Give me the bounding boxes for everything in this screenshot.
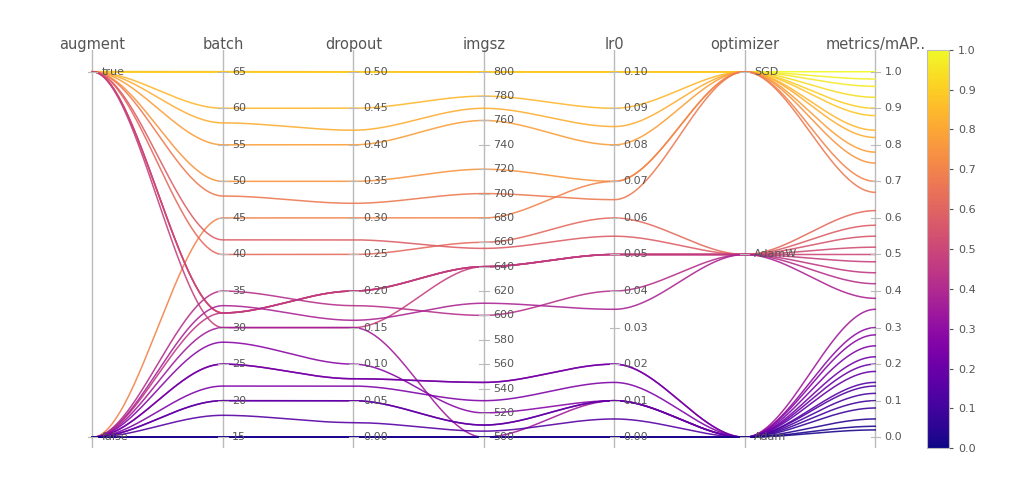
Text: 0.8: 0.8 [885,140,902,150]
Text: 0.50: 0.50 [362,67,387,77]
Text: 800: 800 [494,67,514,77]
Text: 0.40: 0.40 [362,140,387,150]
Text: 540: 540 [494,383,514,393]
Text: dropout: dropout [325,37,382,52]
Text: 0.15: 0.15 [362,323,387,333]
Text: 660: 660 [494,238,514,248]
Text: 0.10: 0.10 [362,359,387,369]
Text: 0.00: 0.00 [624,432,648,442]
Text: 1.0: 1.0 [885,67,902,77]
Text: Adam: Adam [754,432,786,442]
Text: 0.25: 0.25 [362,249,387,259]
Text: 30: 30 [232,323,247,333]
Text: 65: 65 [232,67,247,77]
Text: 740: 740 [494,140,514,150]
Text: 0.7: 0.7 [885,176,902,186]
Text: 780: 780 [494,91,514,101]
Text: 55: 55 [232,140,247,150]
Text: 20: 20 [232,396,247,406]
Text: lr0: lr0 [604,37,624,52]
Text: 0.30: 0.30 [362,213,387,223]
Text: 0.03: 0.03 [624,323,648,333]
Text: 680: 680 [494,213,514,223]
Text: 0.05: 0.05 [362,396,387,406]
Text: 0.9: 0.9 [885,103,902,113]
Text: 520: 520 [494,408,514,418]
Text: 620: 620 [494,286,514,296]
Text: 15: 15 [232,432,247,442]
Text: 35: 35 [232,286,247,296]
Text: 60: 60 [232,103,247,113]
Text: 50: 50 [232,176,247,186]
Text: 0.06: 0.06 [624,213,648,223]
Text: 0.35: 0.35 [362,176,387,186]
Text: 0.20: 0.20 [362,286,387,296]
Text: metrics/mAP..: metrics/mAP.. [825,37,926,52]
Text: 580: 580 [494,335,514,345]
Text: 0.3: 0.3 [885,323,902,333]
Text: 0.0: 0.0 [885,432,902,442]
Text: 0.1: 0.1 [885,396,902,406]
Text: 640: 640 [494,261,514,272]
Text: 0.05: 0.05 [624,249,648,259]
Text: false: false [101,432,128,442]
Text: 45: 45 [232,213,247,223]
Text: 0.00: 0.00 [362,432,387,442]
Text: SGD: SGD [754,67,778,77]
Text: 0.09: 0.09 [624,103,648,113]
Text: 560: 560 [494,359,514,369]
Text: 0.5: 0.5 [885,249,902,259]
Text: batch: batch [202,37,244,52]
Text: 0.02: 0.02 [624,359,648,369]
Text: 40: 40 [232,249,247,259]
Text: 0.01: 0.01 [624,396,648,406]
Text: imgsz: imgsz [463,37,505,52]
Text: 0.04: 0.04 [624,286,648,296]
Text: 0.6: 0.6 [885,213,902,223]
Text: 760: 760 [494,116,514,125]
Text: AdamW: AdamW [754,249,798,259]
Text: optimizer: optimizer [711,37,779,52]
Text: 0.2: 0.2 [885,359,902,369]
Text: 600: 600 [494,310,514,320]
Text: 500: 500 [494,432,514,442]
Text: 0.10: 0.10 [624,67,648,77]
Text: 0.45: 0.45 [362,103,387,113]
Text: 720: 720 [494,164,514,174]
Text: 0.08: 0.08 [624,140,648,150]
Text: 25: 25 [232,359,247,369]
Text: augment: augment [59,37,126,52]
Text: 700: 700 [494,189,514,199]
Text: 0.4: 0.4 [885,286,902,296]
Text: 0.07: 0.07 [624,176,648,186]
Text: true: true [101,67,125,77]
